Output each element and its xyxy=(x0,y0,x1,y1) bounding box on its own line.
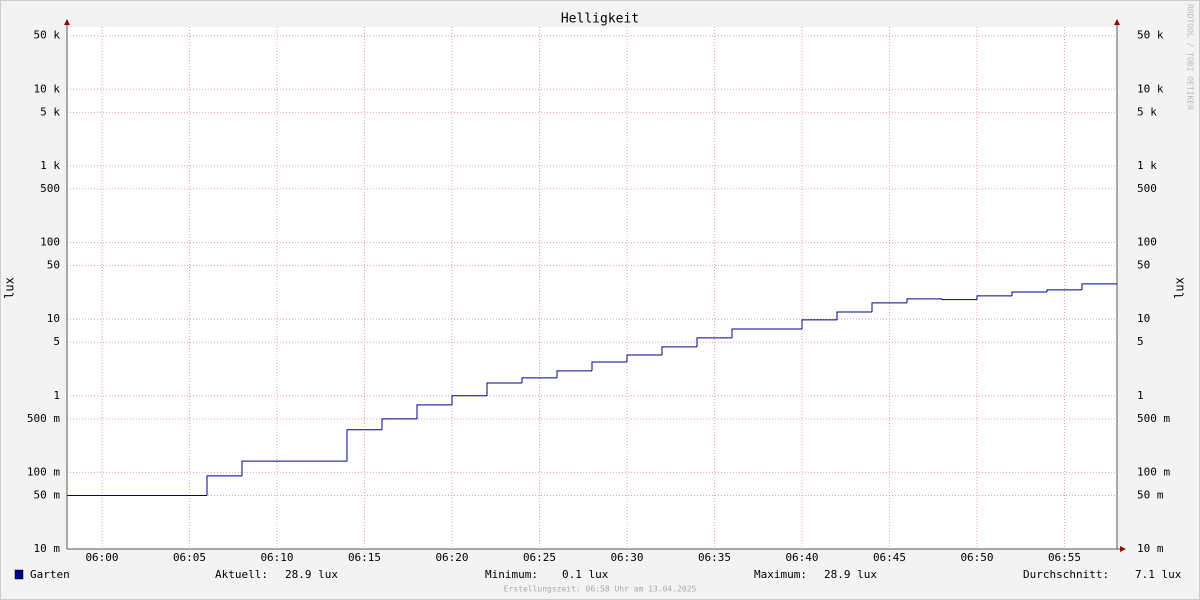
step-segment xyxy=(241,460,347,476)
y-axis-label-right: lux xyxy=(1173,277,1187,299)
plot-area xyxy=(67,27,1117,549)
step-segment xyxy=(731,328,802,338)
step-segment xyxy=(801,319,837,329)
stat-value: 28.9 lux xyxy=(285,568,338,581)
y-tick-label: 10 k xyxy=(34,82,61,95)
step-segment xyxy=(696,337,732,347)
stat-value: 7.1 lux xyxy=(1135,568,1182,581)
y-tick-label-right: 100 m xyxy=(1137,465,1170,478)
x-tick-label: 06:10 xyxy=(260,551,293,564)
step-segment xyxy=(1046,289,1082,293)
y-tick-label-right: 1 xyxy=(1137,389,1144,402)
y-tick-label-right: 10 xyxy=(1137,312,1150,325)
x-tick-label: 06:20 xyxy=(435,551,468,564)
step-segment xyxy=(1011,291,1047,296)
step-segment xyxy=(486,382,522,396)
series xyxy=(67,283,1117,496)
y-tick-label: 100 xyxy=(40,236,60,249)
footer: Erstellungszeit: 06:58 Uhr am 13.04.2025 xyxy=(504,585,697,594)
step-segment xyxy=(836,311,872,320)
step-segment xyxy=(381,418,417,430)
y-tick-label-right: 50 m xyxy=(1137,488,1164,501)
x-tick-label: 06:50 xyxy=(960,551,993,564)
y-tick-label-right: 500 xyxy=(1137,182,1157,195)
chart-title: Helligkeit xyxy=(561,12,639,27)
y-tick-label-right: 50 xyxy=(1137,259,1150,272)
y-tick-label-right: 5 xyxy=(1137,335,1144,348)
x-tick-label: 06:00 xyxy=(85,551,118,564)
x-tick-label: 06:55 xyxy=(1048,551,1081,564)
y-tick-label-right: 1 k xyxy=(1137,159,1157,172)
y-tick-label: 50 k xyxy=(34,29,61,42)
y-tick-label: 100 m xyxy=(27,465,60,478)
step-segment xyxy=(346,429,382,462)
y-tick-label: 10 xyxy=(47,312,60,325)
step-segment xyxy=(521,377,557,383)
step-segment xyxy=(661,346,697,355)
step-segment xyxy=(556,370,592,378)
y-tick-label: 50 m xyxy=(34,488,61,501)
step-segment xyxy=(976,295,1012,300)
x-tick-label: 06:45 xyxy=(873,551,906,564)
y-tick-label: 5 xyxy=(53,335,60,348)
axis-arrow xyxy=(64,19,70,25)
step-segment xyxy=(206,475,242,496)
y-tick-label: 1 xyxy=(53,389,60,402)
x-tick-label: 06:35 xyxy=(698,551,731,564)
step-segment xyxy=(871,302,907,312)
step-segment xyxy=(416,404,452,419)
step-segment xyxy=(1081,283,1117,290)
step-segment xyxy=(906,298,942,303)
x-tick-label: 06:05 xyxy=(173,551,206,564)
y-tick-label: 1 k xyxy=(40,159,60,172)
y-tick-label: 5 k xyxy=(40,105,60,118)
step-segment xyxy=(941,298,977,301)
legend-label: Garten xyxy=(30,568,70,581)
y-tick-label: 500 xyxy=(40,182,60,195)
step-segment xyxy=(626,354,662,362)
stat-value: 28.9 lux xyxy=(824,568,877,581)
y-tick-label: 50 xyxy=(47,259,60,272)
step-segment xyxy=(591,361,627,371)
stat-label: Durchschnitt: xyxy=(1023,568,1109,581)
y-tick-label: 500 m xyxy=(27,412,60,425)
stat-label: Minimum: xyxy=(485,568,538,581)
legend-swatch xyxy=(14,569,24,580)
y-tick-label-right: 100 xyxy=(1137,236,1157,249)
stat-label: Maximum: xyxy=(754,568,807,581)
x-tick-label: 06:30 xyxy=(610,551,643,564)
axis-arrow xyxy=(1120,546,1126,552)
x-tick-label: 06:40 xyxy=(785,551,818,564)
y-tick-label-right: 50 k xyxy=(1137,29,1164,42)
stat-value: 0.1 lux xyxy=(562,568,609,581)
y-tick-label-right: 10 k xyxy=(1137,82,1164,95)
y-axis-label: lux xyxy=(3,277,17,299)
stat-label: Aktuell: xyxy=(215,568,268,581)
y-tick-label-right: 10 m xyxy=(1137,542,1164,555)
y-tick-label-right: 500 m xyxy=(1137,412,1170,425)
x-tick-label: 06:25 xyxy=(523,551,556,564)
y-tick-label-right: 5 k xyxy=(1137,105,1157,118)
watermark: RRDTOOL / TOBI OETIKER xyxy=(1186,4,1195,110)
step-segment xyxy=(451,395,487,405)
y-tick-label: 10 m xyxy=(34,542,61,555)
grid xyxy=(67,27,1117,550)
x-tick-label: 06:15 xyxy=(348,551,381,564)
axis-arrow xyxy=(1114,19,1120,25)
